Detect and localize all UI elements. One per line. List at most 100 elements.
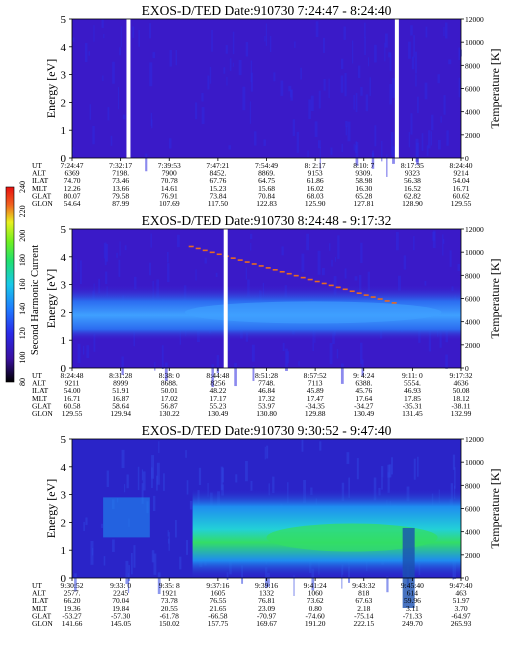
spectrogram-streak — [353, 143, 355, 151]
table-cell: 9:11: 0 — [402, 371, 423, 380]
y-tick-label: 1 — [61, 335, 67, 347]
dispersion-trace — [195, 247, 201, 250]
table-cell: 70.04 — [112, 596, 129, 605]
spectrogram-streak — [175, 49, 177, 66]
spectrogram-streak — [229, 58, 232, 71]
spectrogram-streak — [408, 41, 411, 59]
table-row-label: ILAT — [32, 596, 49, 605]
spectrogram-streak — [426, 145, 429, 156]
y-tick-label: 2 — [61, 307, 67, 319]
spectrogram-streak — [149, 262, 151, 276]
table-cell: -34.27 — [354, 401, 374, 410]
table-cell: 7748. — [258, 379, 275, 388]
table-cell: 7:47:21 — [206, 161, 229, 170]
table-cell: 117.50 — [208, 199, 229, 208]
y-tick-label: 0 — [61, 363, 67, 375]
spectrogram-streak — [300, 67, 302, 80]
spectrogram-streak — [249, 101, 252, 124]
spectrogram-streak — [110, 135, 113, 146]
y-tick-label: 3 — [61, 280, 67, 292]
spectrogram-streak — [250, 72, 253, 92]
spectrogram-streak — [105, 271, 108, 284]
table-cell: 3.11 — [406, 604, 419, 613]
spectrogram-streak — [91, 547, 94, 556]
spectrogram-streak — [72, 37, 75, 42]
colorbar: 80 100 120 140 160 180 200 220 240 Second Harmon… — [5, 181, 41, 386]
spectrogram-streak — [103, 242, 105, 259]
table-cell: 16.52 — [404, 184, 421, 193]
table-cell: 73.84 — [209, 191, 226, 200]
spectrogram-streak — [130, 552, 133, 575]
spectrogram-streak — [186, 540, 189, 555]
table-cell: -38.11 — [451, 401, 470, 410]
table-cell: 9:30:52 — [61, 581, 84, 590]
table-cell: -61.78 — [160, 611, 180, 620]
spectrogram-streak — [411, 56, 415, 70]
dispersion-trace — [384, 300, 390, 302]
spectrogram-streak — [367, 271, 370, 291]
spectrogram-streak — [388, 52, 392, 58]
spectrogram-streak — [201, 92, 204, 102]
table-cell: 79.58 — [112, 191, 129, 200]
y-tick-label: 0 — [61, 573, 67, 585]
y2-tick-label: 4000 — [465, 108, 480, 117]
spectrogram-streak — [126, 474, 129, 489]
table-cell: 17.47 — [307, 394, 324, 403]
spectrogram-streak — [93, 333, 96, 352]
spectrogram-streak — [301, 439, 304, 452]
dispersion-trace — [272, 269, 278, 271]
panel-title: EXOS-D/TED Date:910730 7:24:47 - 8:24:40 — [142, 3, 392, 18]
table-cell: 8:17:35 — [401, 161, 424, 170]
spectrogram-streak — [389, 52, 392, 71]
spectrogram-streak — [266, 445, 269, 459]
y2-tick-label: 12000 — [465, 15, 484, 24]
spectrogram-streak — [201, 107, 205, 125]
dispersion-trace — [391, 302, 397, 304]
table-cell: 122.83 — [256, 199, 277, 208]
table-cell: 8869. — [258, 169, 275, 178]
spectrogram-streak — [449, 250, 452, 267]
table-cell: 9:43:32 — [352, 581, 375, 590]
spectrogram-streak — [118, 259, 121, 277]
spectrogram-streak — [386, 576, 389, 593]
table-cell: 9:41:24 — [304, 581, 327, 590]
y2-tick-label: 12000 — [465, 225, 484, 234]
spectrogram-streak — [458, 77, 461, 98]
table-cell: 48.22 — [209, 386, 226, 395]
spectrogram-streak — [125, 560, 129, 585]
data-gap — [126, 19, 131, 158]
spectrogram-streak — [424, 281, 427, 286]
spectrogram-streak — [77, 343, 81, 364]
table-cell: 55.23 — [209, 401, 226, 410]
spectrogram-streak — [413, 236, 415, 251]
spectrogram-streak — [364, 22, 366, 38]
table-cell: 8:44:48 — [206, 371, 229, 380]
spectrogram-streak — [318, 140, 321, 149]
dispersion-trace — [293, 274, 299, 277]
spectrogram-streak — [141, 483, 144, 504]
spectrogram-streak — [74, 573, 77, 592]
spectrogram-streak — [234, 362, 237, 387]
table-cell: 76.55 — [209, 596, 226, 605]
table-cell: -57.30 — [111, 611, 131, 620]
table-row-label: GLON — [32, 199, 53, 208]
table-cell: 2245 — [113, 589, 128, 598]
spectrogram-streak — [340, 75, 344, 93]
table-cell: 74.70 — [64, 176, 81, 185]
table-cell: 614 — [407, 589, 419, 598]
spectrogram-streak — [454, 467, 456, 489]
spectrogram-streak — [337, 235, 340, 259]
table-cell: 67.63 — [355, 596, 372, 605]
table-cell: 16.02 — [307, 184, 324, 193]
spectrogram-streak — [428, 330, 432, 352]
table-cell: 65.28 — [355, 191, 372, 200]
table-cell: 2.18 — [357, 604, 370, 613]
spectrogram-streak — [392, 146, 395, 164]
dispersion-trace — [244, 261, 250, 263]
table-cell: 5554. — [404, 379, 421, 388]
spectrogram-streak — [415, 74, 417, 87]
spectrogram-streak — [238, 59, 242, 76]
table-cell: 129.55 — [451, 199, 472, 208]
spectrogram-streak — [152, 52, 156, 59]
spectrogram-streak — [292, 119, 296, 136]
